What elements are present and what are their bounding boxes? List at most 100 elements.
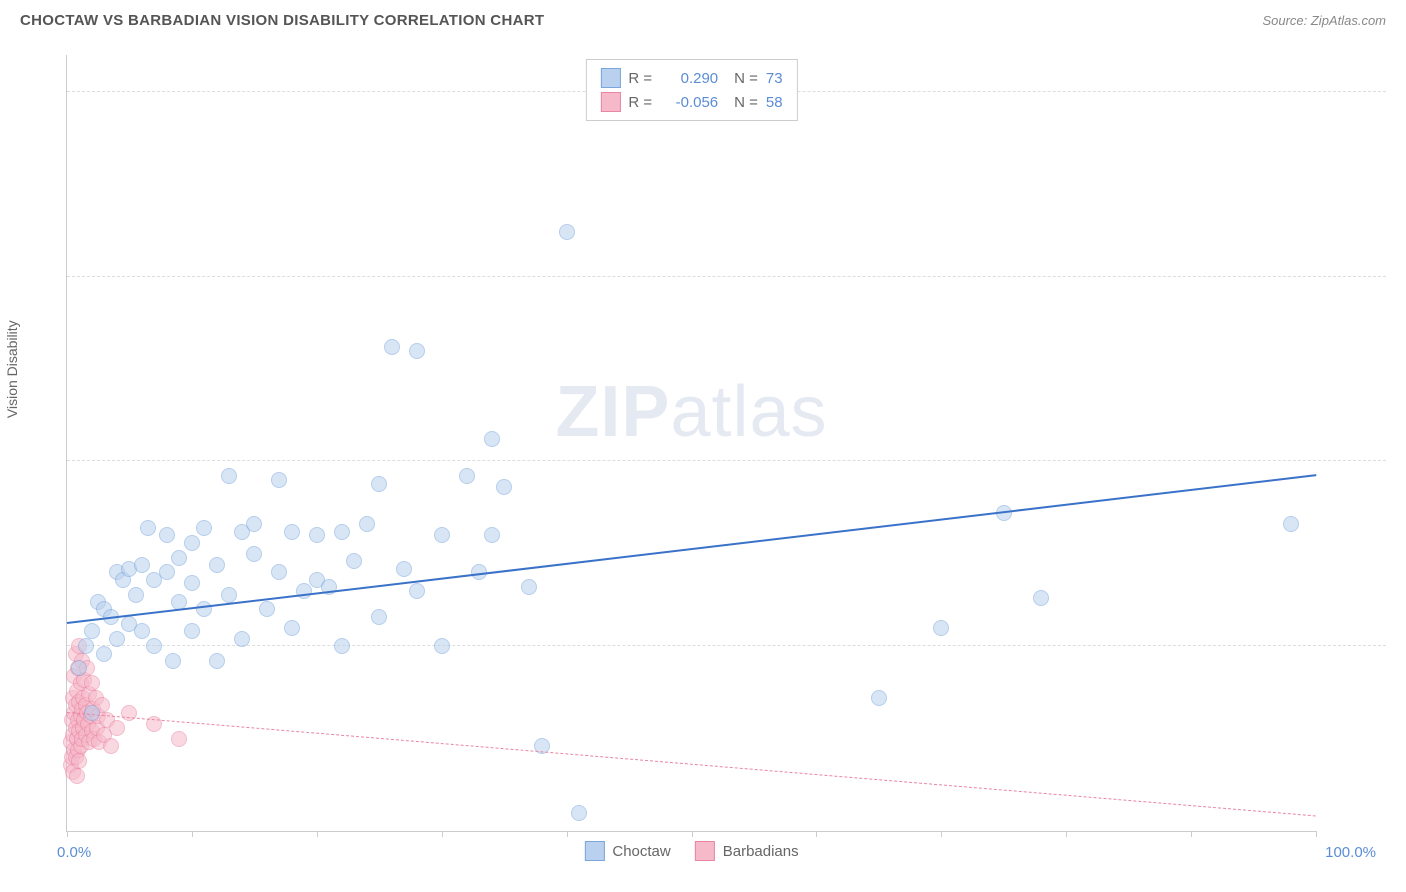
- data-point-choctaw: [1033, 590, 1049, 606]
- x-tick: [692, 831, 693, 837]
- stats-legend-row-choctaw: R = 0.290 N = 73: [600, 66, 782, 90]
- data-point-choctaw: [571, 805, 587, 821]
- x-tick: [1191, 831, 1192, 837]
- data-point-choctaw: [409, 583, 425, 599]
- x-tick: [816, 831, 817, 837]
- chart-container: Vision Disability ZIPatlas R = 0.290 N =…: [20, 45, 1386, 872]
- stats-legend-row-barbadians: R = -0.056 N = 58: [600, 90, 782, 114]
- data-point-choctaw: [271, 564, 287, 580]
- r-value-choctaw: 0.290: [660, 70, 718, 87]
- data-point-barbadians: [69, 768, 85, 784]
- data-point-choctaw: [134, 557, 150, 573]
- trend-line-barbadians: [67, 712, 1316, 816]
- gridline: 5.0%: [67, 645, 1386, 646]
- data-point-choctaw: [871, 690, 887, 706]
- legend-item-choctaw: Choctaw: [584, 841, 670, 861]
- data-point-choctaw: [1283, 516, 1299, 532]
- r-value-barbadians: -0.056: [660, 94, 718, 111]
- data-point-choctaw: [933, 620, 949, 636]
- data-point-choctaw: [209, 557, 225, 573]
- legend-label-barbadians: Barbadians: [723, 843, 799, 860]
- gridline: 10.0%: [67, 460, 1386, 461]
- data-point-choctaw: [71, 660, 87, 676]
- n-value-choctaw: 73: [766, 70, 783, 87]
- data-point-choctaw: [359, 516, 375, 532]
- data-point-choctaw: [196, 520, 212, 536]
- stats-legend: R = 0.290 N = 73 R = -0.056 N = 58: [585, 59, 797, 121]
- data-point-choctaw: [284, 524, 300, 540]
- data-point-barbadians: [171, 731, 187, 747]
- data-point-choctaw: [196, 601, 212, 617]
- x-tick: [567, 831, 568, 837]
- data-point-choctaw: [96, 646, 112, 662]
- data-point-choctaw: [184, 623, 200, 639]
- swatch-barbadians-icon: [600, 92, 620, 112]
- data-point-choctaw: [371, 476, 387, 492]
- data-point-choctaw: [521, 579, 537, 595]
- r-label: R =: [628, 70, 652, 87]
- data-point-choctaw: [171, 550, 187, 566]
- data-point-choctaw: [78, 638, 94, 654]
- data-point-choctaw: [109, 631, 125, 647]
- data-point-choctaw: [209, 653, 225, 669]
- data-point-choctaw: [140, 520, 156, 536]
- x-tick: [1316, 831, 1317, 837]
- data-point-choctaw: [165, 653, 181, 669]
- data-point-choctaw: [159, 564, 175, 580]
- data-point-barbadians: [109, 720, 125, 736]
- data-point-choctaw: [334, 524, 350, 540]
- data-point-choctaw: [128, 587, 144, 603]
- x-tick: [1066, 831, 1067, 837]
- data-point-choctaw: [134, 623, 150, 639]
- x-tick: [192, 831, 193, 837]
- data-point-choctaw: [259, 601, 275, 617]
- source-credit: Source: ZipAtlas.com: [1262, 13, 1386, 28]
- series-legend: Choctaw Barbadians: [584, 841, 798, 861]
- data-point-choctaw: [484, 431, 500, 447]
- data-point-choctaw: [284, 620, 300, 636]
- data-point-choctaw: [346, 553, 362, 569]
- data-point-choctaw: [459, 468, 475, 484]
- data-point-choctaw: [146, 638, 162, 654]
- data-point-barbadians: [103, 738, 119, 754]
- data-point-choctaw: [221, 468, 237, 484]
- x-axis-max-label: 100.0%: [1325, 844, 1376, 861]
- x-tick: [67, 831, 68, 837]
- swatch-choctaw-icon: [584, 841, 604, 861]
- data-point-choctaw: [271, 472, 287, 488]
- data-point-choctaw: [371, 609, 387, 625]
- data-point-choctaw: [84, 623, 100, 639]
- x-tick: [317, 831, 318, 837]
- data-point-choctaw: [246, 546, 262, 562]
- n-value-barbadians: 58: [766, 94, 783, 111]
- data-point-choctaw: [246, 516, 262, 532]
- x-tick: [442, 831, 443, 837]
- data-point-choctaw: [409, 343, 425, 359]
- chart-title: CHOCTAW VS BARBADIAN VISION DISABILITY C…: [20, 12, 544, 29]
- data-point-choctaw: [309, 527, 325, 543]
- legend-item-barbadians: Barbadians: [695, 841, 799, 861]
- data-point-choctaw: [334, 638, 350, 654]
- data-point-choctaw: [221, 587, 237, 603]
- gridline: 15.0%: [67, 276, 1386, 277]
- data-point-barbadians: [84, 675, 100, 691]
- data-point-barbadians: [71, 753, 87, 769]
- data-point-choctaw: [234, 631, 250, 647]
- data-point-choctaw: [184, 535, 200, 551]
- legend-label-choctaw: Choctaw: [612, 843, 670, 860]
- x-axis-min-label: 0.0%: [57, 844, 91, 861]
- swatch-barbadians-icon: [695, 841, 715, 861]
- n-label: N =: [734, 70, 758, 87]
- data-point-choctaw: [434, 638, 450, 654]
- plot-area: ZIPatlas R = 0.290 N = 73 R = -0.056 N =…: [66, 55, 1316, 832]
- data-point-choctaw: [496, 479, 512, 495]
- data-point-choctaw: [159, 527, 175, 543]
- watermark: ZIPatlas: [555, 371, 827, 453]
- r-label: R =: [628, 94, 652, 111]
- data-point-choctaw: [434, 527, 450, 543]
- data-point-choctaw: [184, 575, 200, 591]
- swatch-choctaw-icon: [600, 68, 620, 88]
- data-point-choctaw: [396, 561, 412, 577]
- data-point-choctaw: [384, 339, 400, 355]
- data-point-choctaw: [484, 527, 500, 543]
